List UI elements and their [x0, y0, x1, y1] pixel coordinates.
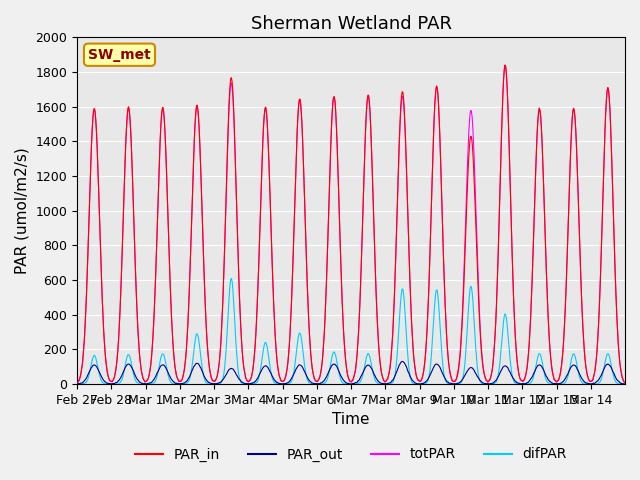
Title: Sherman Wetland PAR: Sherman Wetland PAR [251, 15, 452, 33]
Y-axis label: PAR (umol/m2/s): PAR (umol/m2/s) [15, 147, 30, 274]
Text: SW_met: SW_met [88, 48, 151, 62]
Legend: PAR_in, PAR_out, totPAR, difPAR: PAR_in, PAR_out, totPAR, difPAR [129, 442, 573, 467]
X-axis label: Time: Time [332, 412, 370, 427]
